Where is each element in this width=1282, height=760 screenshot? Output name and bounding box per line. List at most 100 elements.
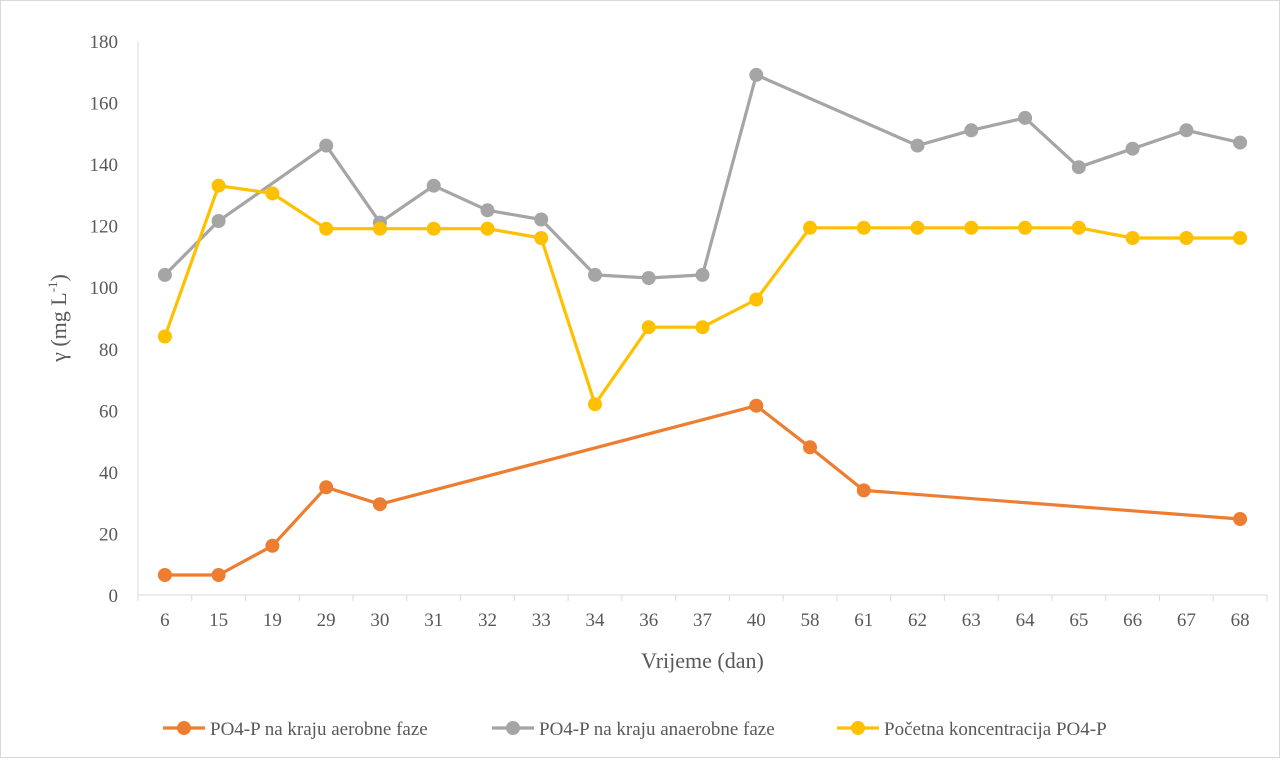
data-point — [1179, 231, 1194, 245]
data-point — [426, 178, 441, 193]
y-axis-title-close: ) — [46, 274, 71, 281]
data-point — [856, 483, 871, 498]
data-point — [1018, 110, 1033, 125]
data-point — [211, 214, 226, 228]
legend: PO4-P na kraju aerobne faze PO4-P na kraj… — [163, 719, 1107, 740]
data-point — [157, 329, 172, 344]
data-point — [856, 220, 871, 235]
y-axis-title-superscript: -1 — [45, 281, 60, 292]
x-tick-label: 15 — [209, 610, 228, 631]
legend-label: PO4-P na kraju anaerobne faze — [539, 719, 775, 740]
data-point — [749, 398, 764, 413]
data-point — [480, 203, 495, 218]
data-point — [1071, 220, 1086, 235]
y-tick-label: 180 — [90, 32, 119, 53]
x-tick-label: 19 — [263, 610, 282, 631]
data-point — [803, 440, 817, 455]
data-point — [319, 480, 334, 495]
legend-item: PO4-P na kraju anaerobne faze — [492, 719, 775, 740]
x-tick-label: 37 — [693, 610, 712, 631]
data-point — [157, 267, 172, 282]
data-point — [1018, 220, 1033, 235]
x-tick-label: 34 — [585, 610, 605, 631]
x-tick-label: 40 — [747, 610, 766, 631]
data-point — [426, 221, 441, 236]
x-tick-label: 31 — [424, 610, 443, 631]
data-point — [211, 178, 226, 193]
data-point — [964, 220, 979, 235]
y-tick-label: 80 — [99, 340, 118, 361]
data-point — [910, 138, 925, 153]
x-tick-label: 36 — [639, 610, 658, 631]
x-tick-label: 65 — [1069, 610, 1088, 631]
x-axis-title: Vrijeme (dan) — [641, 648, 764, 673]
data-point — [695, 267, 710, 282]
data-point — [749, 67, 764, 82]
series-line — [163, 73, 1242, 280]
x-axis: 6 15 19 29 30 31 32 33 34 36 37 40 58 61 62 63 64 65 66 67 6… — [137, 594, 1268, 631]
data-point — [910, 220, 925, 235]
data-point — [1071, 160, 1086, 175]
y-tick-label: 100 — [90, 278, 119, 299]
legend-marker — [177, 721, 191, 735]
legend-marker — [851, 721, 865, 735]
data-point — [803, 220, 817, 235]
data-point — [749, 292, 764, 307]
data-point — [480, 221, 495, 236]
series-line — [163, 184, 1242, 406]
legend-item: PO4-P na kraju aerobne faze — [163, 719, 428, 740]
x-tick-label: 58 — [801, 610, 820, 631]
legend-label: PO4-P na kraju aerobne faze — [210, 719, 428, 740]
series-1 — [157, 398, 1248, 582]
x-tick-label: 30 — [370, 610, 389, 631]
x-tick-label: 29 — [317, 610, 336, 631]
y-tick-label: 0 — [109, 586, 119, 607]
x-tick-label: 62 — [908, 610, 927, 631]
data-point — [157, 568, 172, 582]
x-tick-label: 6 — [160, 610, 170, 631]
y-tick-label: 20 — [99, 524, 118, 545]
y-axis-title-main: γ (mg L — [46, 292, 71, 363]
data-point — [211, 568, 226, 582]
data-point — [534, 231, 549, 245]
y-tick-label: 40 — [99, 463, 118, 484]
data-point — [588, 267, 602, 282]
data-point — [964, 123, 979, 138]
legend-label: Početna koncentracija PO4-P — [884, 719, 1107, 740]
data-point — [1125, 231, 1140, 245]
y-tick-label: 140 — [90, 155, 119, 176]
data-point — [1233, 231, 1248, 245]
x-tick-label: 64 — [1016, 610, 1036, 631]
data-point — [265, 538, 280, 553]
legend-marker — [506, 721, 520, 735]
y-tick-label: 120 — [90, 217, 119, 238]
y-axis: 0 20 40 60 80 100 120 140 160 180 — [90, 32, 139, 607]
data-point — [1233, 135, 1248, 150]
x-tick-label: 32 — [478, 610, 497, 631]
data-point — [319, 221, 334, 236]
data-point — [372, 221, 387, 236]
data-point — [372, 497, 387, 512]
data-point — [265, 186, 280, 201]
x-tick-label: 66 — [1123, 610, 1142, 631]
series-2 — [157, 67, 1248, 285]
data-point — [641, 320, 656, 335]
data-point — [695, 320, 710, 335]
x-tick-label: 67 — [1177, 610, 1196, 631]
y-tick-label: 60 — [99, 401, 118, 422]
x-tick-label: 61 — [854, 610, 873, 631]
data-point — [1233, 512, 1248, 526]
data-point — [1179, 123, 1194, 138]
legend-item: Početna koncentracija PO4-P — [837, 719, 1107, 740]
data-point — [1125, 141, 1140, 156]
data-point — [534, 212, 549, 227]
data-point — [588, 397, 602, 412]
series-layer — [157, 67, 1248, 582]
series-3 — [157, 178, 1248, 412]
x-tick-label: 68 — [1231, 610, 1250, 631]
data-point — [319, 138, 334, 153]
y-axis-title: γ (mg L-1) — [45, 274, 71, 363]
x-tick-label: 33 — [532, 610, 551, 631]
